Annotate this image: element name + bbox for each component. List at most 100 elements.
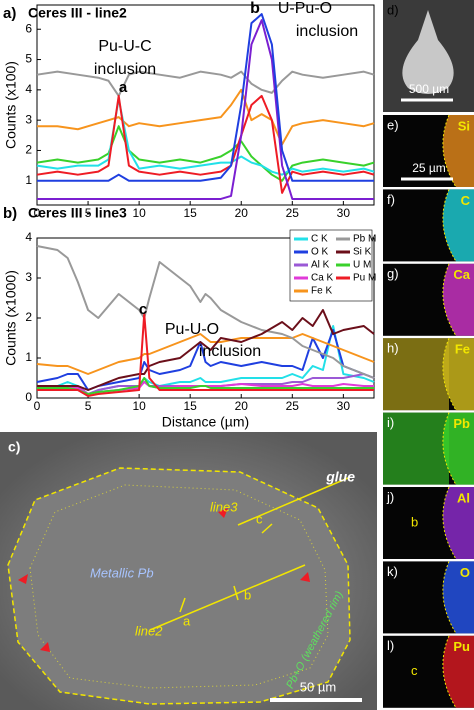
legend-label: Ca K (311, 273, 334, 284)
map-signal (442, 263, 474, 336)
series-line (37, 13, 374, 182)
y-tick-label: 0 (25, 390, 32, 404)
element: Ca (453, 267, 470, 282)
panel-label: j) (386, 489, 394, 504)
map-fill (383, 412, 449, 485)
x-tick-label: 20 (235, 206, 249, 220)
element-maps: d) 500 µm e) Si 25 µm f) Cg) Ca h) Fe i) Pb j) Al b k) O… (383, 0, 474, 709)
label: Metallic Pb (90, 565, 154, 580)
rim (442, 263, 457, 337)
panel-label: d) (387, 2, 399, 17)
line2 (149, 564, 306, 631)
legend-label: Al K (311, 260, 330, 271)
scale-label: 50 µm (300, 679, 336, 694)
x-tick-label: 0 (34, 399, 41, 413)
x-tick-label: 15 (184, 206, 198, 220)
map-signal (442, 635, 474, 708)
label: line3 (210, 499, 238, 514)
arrow (40, 642, 50, 652)
series-line (37, 19, 374, 200)
red-arrows (18, 508, 310, 652)
map-signal (442, 338, 474, 411)
arrow (18, 574, 28, 584)
element: Fe (455, 342, 470, 357)
x-tick-label: 10 (132, 399, 146, 413)
sample (402, 10, 454, 94)
series-line (36, 97, 375, 176)
annotation: b (250, 0, 260, 17)
rim (442, 486, 457, 560)
arrow-c (261, 523, 273, 534)
y-axis-label: Counts (x100) (3, 61, 19, 149)
x-tick-label: 20 (235, 399, 249, 413)
y-tick-label: 5 (25, 52, 32, 66)
rim (442, 635, 457, 709)
panel-label: h) (387, 341, 399, 356)
label: b (244, 587, 251, 602)
label: line2 (135, 623, 163, 638)
legend-label: O K (311, 247, 329, 258)
x-tick-label: 25 (286, 399, 300, 413)
annotation: U-Pu-O (278, 0, 332, 17)
legend-label: Pu M (353, 273, 376, 284)
rim (442, 412, 457, 485)
arrow-a (179, 597, 186, 613)
y-tick-label: 2 (25, 143, 32, 157)
legend-label: C K (311, 234, 328, 245)
series-line (37, 377, 374, 395)
annotation: b) (3, 205, 17, 222)
legend-label: Si K (353, 247, 372, 258)
chart-title: Ceres III - line2 (28, 5, 127, 21)
y-tick-label: 6 (25, 21, 32, 35)
annotation: inclusion (94, 61, 156, 78)
y-tick-label: 1 (25, 173, 32, 187)
arrow-b (233, 585, 239, 601)
panel-label: g) (387, 266, 399, 281)
rim (442, 114, 457, 188)
annotation: a) (3, 5, 16, 22)
series-line (36, 245, 375, 379)
line3 (237, 477, 349, 526)
x-tick-label: 25 (286, 206, 300, 220)
label: a (183, 613, 191, 628)
annotation: Pu-U-C (98, 38, 151, 55)
x-tick-label: 5 (85, 399, 92, 413)
charts: 1 2 3 4 5 6 0 5 10 15 20 25 30 Ceres III - line2 a) Pu-… (3, 0, 377, 429)
element: Al (457, 490, 470, 505)
map-signal (442, 561, 474, 634)
scale-label: 500 µm (409, 82, 449, 96)
rim (442, 561, 457, 634)
arrow (300, 572, 310, 582)
series-line (37, 309, 375, 391)
map-fill (383, 338, 449, 411)
y-tick-label: 4 (25, 82, 32, 96)
chart-title: Ceres III - line3 (28, 205, 127, 221)
annotation: c (139, 301, 147, 318)
annotation: Pu-U-O (165, 321, 219, 338)
scale-label: 25 µm (412, 161, 446, 175)
element: Pb (453, 416, 470, 431)
rim (442, 189, 457, 262)
panel-label: i) (387, 415, 394, 430)
label: glue (325, 469, 355, 485)
legend-label: Fe K (311, 286, 332, 297)
panel-label: c) (8, 439, 20, 455)
panel-label: l) (387, 638, 394, 653)
map-signal (442, 412, 474, 485)
element: Pu (453, 639, 470, 654)
x-tick-label: 30 (337, 206, 351, 220)
series-line (36, 333, 375, 375)
marker: c (411, 663, 418, 678)
x-tick-label: 30 (337, 399, 351, 413)
y-tick-label: 3 (25, 112, 32, 126)
x-axis-label: Distance (µm) (162, 414, 249, 430)
map-signal (442, 487, 474, 559)
map-signal (442, 115, 474, 187)
panel-label: f) (387, 192, 395, 207)
series-line (37, 313, 374, 397)
annotation: a (119, 79, 128, 96)
legend-label: U M (353, 260, 371, 271)
y-axis-label: Counts (x1000) (3, 270, 19, 366)
legend-label: Pb M (353, 234, 376, 245)
marker: b (411, 514, 418, 529)
